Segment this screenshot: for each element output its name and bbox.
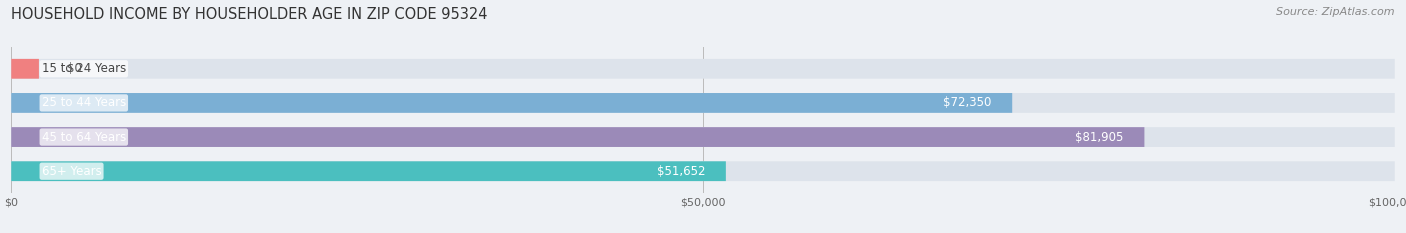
Text: 65+ Years: 65+ Years: [42, 165, 101, 178]
Text: $72,350: $72,350: [943, 96, 991, 110]
FancyBboxPatch shape: [11, 93, 1012, 113]
Text: $0: $0: [66, 62, 82, 75]
Text: 15 to 24 Years: 15 to 24 Years: [42, 62, 127, 75]
FancyBboxPatch shape: [11, 59, 1395, 79]
FancyBboxPatch shape: [11, 161, 725, 181]
FancyBboxPatch shape: [11, 93, 1395, 113]
FancyBboxPatch shape: [11, 59, 39, 79]
Text: HOUSEHOLD INCOME BY HOUSEHOLDER AGE IN ZIP CODE 95324: HOUSEHOLD INCOME BY HOUSEHOLDER AGE IN Z…: [11, 7, 488, 22]
Text: $81,905: $81,905: [1076, 130, 1123, 144]
Text: 25 to 44 Years: 25 to 44 Years: [42, 96, 127, 110]
FancyBboxPatch shape: [11, 161, 1395, 181]
Text: Source: ZipAtlas.com: Source: ZipAtlas.com: [1277, 7, 1395, 17]
Text: $51,652: $51,652: [657, 165, 704, 178]
FancyBboxPatch shape: [11, 127, 1144, 147]
Text: 45 to 64 Years: 45 to 64 Years: [42, 130, 127, 144]
FancyBboxPatch shape: [11, 127, 1395, 147]
